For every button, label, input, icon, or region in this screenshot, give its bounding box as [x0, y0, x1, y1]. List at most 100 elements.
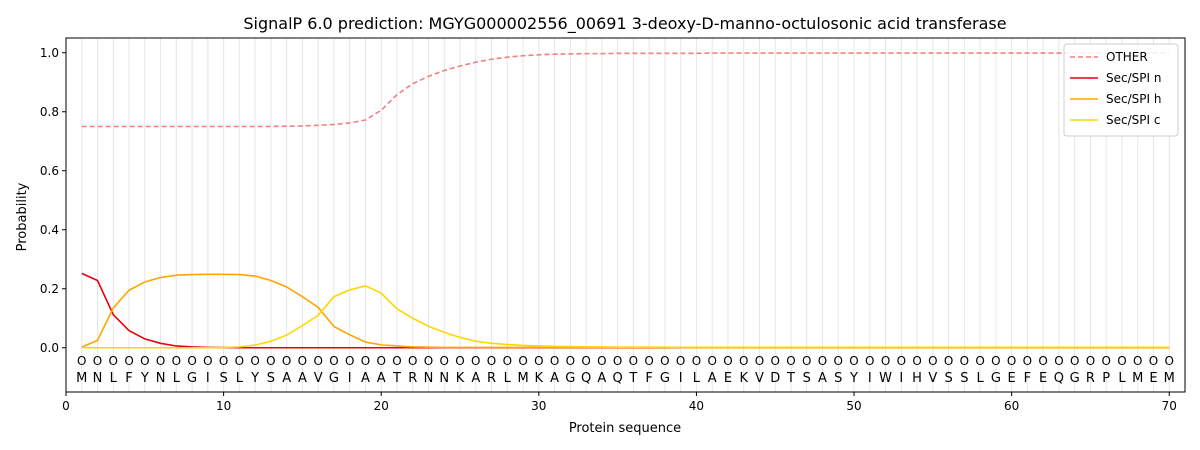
- legend-label: Sec/SPI n: [1106, 71, 1161, 85]
- region-label: O: [802, 354, 811, 368]
- residue-label: A: [298, 371, 307, 386]
- residue-label: R: [487, 371, 496, 386]
- residue-label: E: [1039, 371, 1047, 386]
- residue-label: L: [236, 371, 244, 386]
- region-label: O: [408, 354, 417, 368]
- region-label: O: [313, 354, 322, 368]
- residue-label: Y: [250, 371, 259, 386]
- residue-label: N: [439, 371, 449, 386]
- residue-label: A: [818, 371, 827, 386]
- region-label: O: [786, 354, 795, 368]
- residue-label: E: [724, 371, 732, 386]
- region-label: O: [849, 354, 858, 368]
- residue-label: I: [679, 371, 683, 386]
- chart-title: SignalP 6.0 prediction: MGYG000002556_00…: [243, 14, 1006, 34]
- residue-label: G: [187, 371, 197, 386]
- region-label: O: [140, 354, 149, 368]
- region-label: O: [1007, 354, 1016, 368]
- residue-label: P: [1102, 371, 1110, 386]
- residue-label: N: [424, 371, 434, 386]
- region-label: O: [991, 354, 1000, 368]
- region-label: O: [345, 354, 354, 368]
- residue-label: L: [1118, 371, 1126, 386]
- residue-label: S: [834, 371, 842, 386]
- y-tick-label: 0.4: [40, 223, 59, 237]
- region-label: O: [928, 354, 937, 368]
- region-label: O: [629, 354, 638, 368]
- plot-frame: [65, 37, 1186, 393]
- residue-label: A: [550, 371, 559, 386]
- region-label: O: [723, 354, 732, 368]
- legend-box: [1063, 43, 1179, 137]
- residue-label: F: [645, 371, 652, 386]
- region-label: O: [897, 354, 906, 368]
- region-label: O: [250, 354, 259, 368]
- region-label: O: [1101, 354, 1110, 368]
- region-label: O: [124, 354, 133, 368]
- residue-label: Q: [1054, 371, 1064, 386]
- region-label: O: [865, 354, 874, 368]
- residue-label: A: [282, 371, 291, 386]
- residue-label: I: [348, 371, 352, 386]
- region-label: O: [676, 354, 685, 368]
- y-tick-label: 0.2: [40, 282, 59, 296]
- region-label: O: [550, 354, 559, 368]
- residue-label: Y: [140, 371, 149, 386]
- region-label: O: [1070, 354, 1079, 368]
- region-label: O: [1165, 354, 1174, 368]
- residue-label: N: [156, 371, 166, 386]
- region-label: O: [613, 354, 622, 368]
- residue-label: M: [76, 371, 87, 386]
- x-tick-label: 0: [62, 399, 70, 413]
- region-label: O: [1149, 354, 1158, 368]
- region-label: O: [770, 354, 779, 368]
- x-tick-label: 10: [216, 399, 231, 413]
- region-label: O: [266, 354, 275, 368]
- region-label: O: [172, 354, 181, 368]
- region-label: O: [692, 354, 701, 368]
- region-label: O: [487, 354, 496, 368]
- residue-label: M: [517, 371, 528, 386]
- residue-label: G: [991, 371, 1001, 386]
- residue-label: E: [1149, 371, 1157, 386]
- y-tick-label: 0.0: [40, 341, 59, 355]
- residue-label: T: [392, 371, 401, 386]
- residue-label: L: [110, 371, 118, 386]
- residue-label: A: [708, 371, 717, 386]
- residue-label: A: [471, 371, 480, 386]
- residue-label: V: [928, 371, 937, 386]
- region-label: O: [755, 354, 764, 368]
- region-label: O: [660, 354, 669, 368]
- region-label: O: [581, 354, 590, 368]
- residue-label: L: [173, 371, 181, 386]
- residue-label: S: [219, 371, 227, 386]
- y-tick-label: 1.0: [40, 46, 59, 60]
- y-axis-label: Probability: [15, 182, 30, 251]
- residue-label: R: [408, 371, 417, 386]
- x-tick-label: 20: [374, 399, 389, 413]
- region-label: O: [1054, 354, 1063, 368]
- region-label: O: [1038, 354, 1047, 368]
- region-label: O: [77, 354, 86, 368]
- residue-label: M: [1132, 371, 1143, 386]
- region-label: O: [597, 354, 606, 368]
- residue-label: D: [770, 371, 780, 386]
- region-label: O: [534, 354, 543, 368]
- residue-label: V: [755, 371, 764, 386]
- y-tick-label: 0.8: [40, 105, 59, 119]
- series-line-other: [81, 52, 1170, 128]
- residue-label: F: [125, 371, 132, 386]
- residue-label: T: [628, 371, 637, 386]
- region-label: O: [376, 354, 385, 368]
- residue-label: V: [314, 371, 323, 386]
- residue-label: A: [377, 371, 386, 386]
- region-label: O: [1086, 354, 1095, 368]
- region-label: O: [707, 354, 716, 368]
- residue-label: F: [1024, 371, 1031, 386]
- residue-label: Q: [613, 371, 623, 386]
- region-label: O: [156, 354, 165, 368]
- region-label: O: [739, 354, 748, 368]
- residue-label: I: [206, 371, 210, 386]
- residue-label: S: [803, 371, 811, 386]
- region-label: O: [975, 354, 984, 368]
